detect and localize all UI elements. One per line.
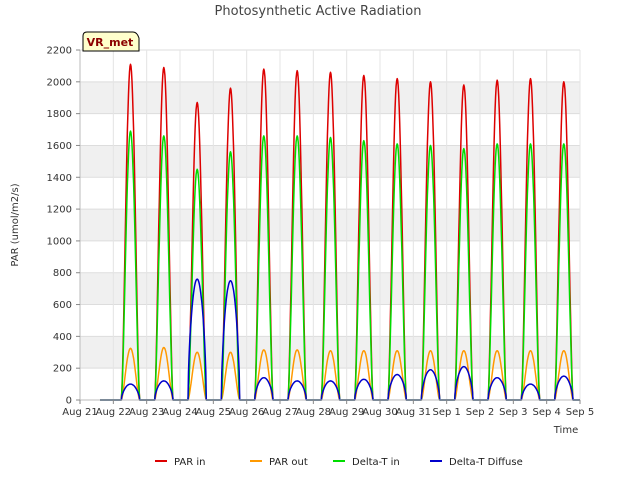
site-badge: VR_met [82, 31, 140, 52]
x-tick-label: Aug 21 [62, 407, 97, 418]
x-tick-label: Sep 5 [566, 407, 594, 418]
x-tick-label: Sep 3 [499, 407, 527, 418]
plot-band [80, 81, 580, 114]
legend: PAR in PAR out Delta-T in Delta-T Diffuse [155, 457, 523, 468]
legend-label: Delta-T Diffuse [449, 457, 523, 468]
x-tick-label: Sep 2 [466, 407, 494, 418]
x-tick-label: Aug 28 [296, 407, 331, 418]
y-tick-label: 1800 [47, 109, 72, 120]
x-tick-label: Aug 25 [196, 407, 231, 418]
site-badge-label: VR_met [87, 36, 134, 49]
x-tick-label: Aug 31 [396, 407, 431, 418]
plot-band [80, 272, 580, 305]
x-tick-label: Aug 30 [362, 407, 397, 418]
legend-label: PAR in [174, 457, 205, 468]
x-tick-label: Aug 29 [329, 407, 364, 418]
y-tick-label: 2000 [47, 77, 72, 88]
x-axis-label: Time [553, 425, 578, 436]
legend-label: PAR out [269, 457, 308, 468]
y-tick-label: 600 [53, 300, 72, 311]
axes: 0 200 400 600 800 1000 1200 1400 1600 1800 2000 220… [47, 46, 595, 419]
x-tick-label: Aug 22 [96, 407, 131, 418]
y-tick-label: 1600 [47, 141, 72, 152]
legend-label: Delta-T in [352, 457, 400, 468]
y-tick-label: 200 [53, 364, 72, 375]
x-tick-label: Aug 26 [229, 407, 264, 418]
x-tick-label: Aug 23 [129, 407, 164, 418]
plot-band [80, 145, 580, 178]
y-tick-label: 1000 [47, 236, 72, 247]
y-tick-label: 400 [53, 332, 72, 343]
x-tick-label: Aug 24 [162, 407, 197, 418]
y-tick-label: 2200 [47, 46, 72, 57]
x-tick-label: Aug 27 [262, 407, 297, 418]
site-badge-shape [82, 31, 140, 52]
plot-band [80, 209, 580, 241]
chart-title: Photosynthetic Active Radiation [215, 4, 422, 19]
plot-bands [80, 81, 580, 369]
y-tick-label: 0 [66, 396, 72, 407]
y-tick-label: 1400 [47, 173, 72, 184]
y-axis-label: PAR (umol/m2/s) [10, 183, 21, 266]
x-tick-label: Sep 1 [432, 407, 460, 418]
x-tick-label: Sep 4 [532, 407, 560, 418]
y-tick-label: 800 [53, 268, 72, 279]
y-tick-label: 1200 [47, 205, 72, 216]
